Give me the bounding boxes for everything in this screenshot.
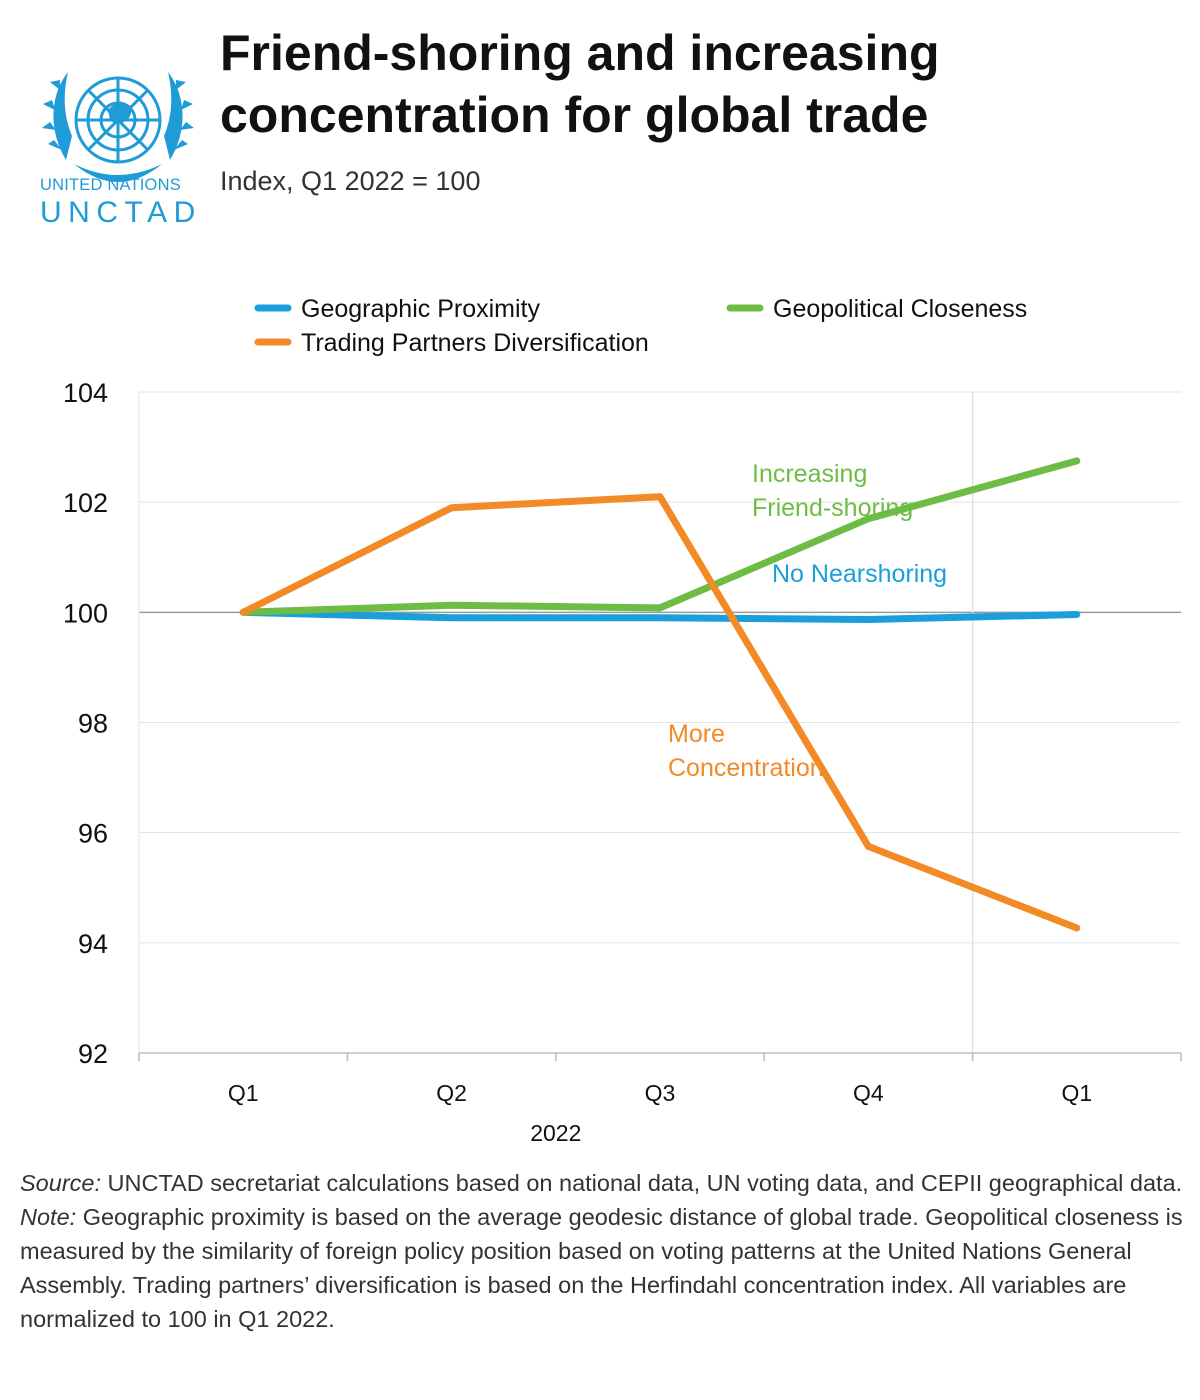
y-tick-label: 92 [78, 1039, 108, 1069]
y-tick-label: 98 [78, 709, 108, 739]
methodology-note: Note: Geographic proximity is based on t… [20, 1200, 1185, 1336]
y-tick-label: 96 [78, 819, 108, 849]
annotation-label: Concentration [668, 754, 824, 782]
x-tick-label: Q2 [436, 1080, 467, 1106]
chart-footer: Source: UNCTAD secretariat calculations … [20, 1166, 1185, 1336]
annotation-label: Friend-shoring [752, 494, 913, 522]
source-label: Source: [20, 1170, 101, 1196]
un-emblem-icon [42, 72, 194, 182]
x-tick-label: Q4 [853, 1080, 884, 1106]
series-line [239, 608, 1081, 623]
legend-label: Geographic Proximity [301, 295, 540, 323]
chart-title: Friend-shoring and increasing concentrat… [220, 25, 940, 143]
series-line [239, 457, 1081, 616]
annotation-label: Increasing [752, 460, 867, 488]
annotation-label: No Nearshoring [772, 560, 947, 588]
series-line [239, 493, 1081, 932]
y-tick-label: 94 [78, 929, 108, 959]
chart-subtitle: Index, Q1 2022 = 100 [220, 166, 481, 196]
y-tick-label: 100 [63, 598, 108, 628]
legend-label: Trading Partners Diversification [301, 329, 649, 357]
y-tick-label: 102 [63, 488, 108, 518]
annotation-label: More [668, 720, 725, 748]
x-group-label: 2022 [530, 1120, 581, 1146]
x-tick-label: Q1 [1061, 1080, 1092, 1106]
x-tick-label: Q1 [228, 1080, 259, 1106]
legend-label: Geopolitical Closeness [773, 295, 1027, 323]
y-tick-label: 104 [63, 378, 108, 408]
note-label: Note: [20, 1204, 77, 1230]
x-tick-label: Q3 [645, 1080, 676, 1106]
line-chart: 92 94 96 98 100 102 104 Q1 Q2 Q3 Q4 Q1 2022 Geograph… [63, 295, 1182, 1146]
note-text: Geographic proximity is based on the ave… [20, 1204, 1183, 1332]
logo-text-united-nations: UNITED NATIONS [40, 176, 181, 194]
source-text: UNCTAD secretariat calculations based on… [101, 1170, 1183, 1196]
logo-text-unctad: UNCTAD [40, 196, 202, 229]
source-note: Source: UNCTAD secretariat calculations … [20, 1166, 1185, 1200]
